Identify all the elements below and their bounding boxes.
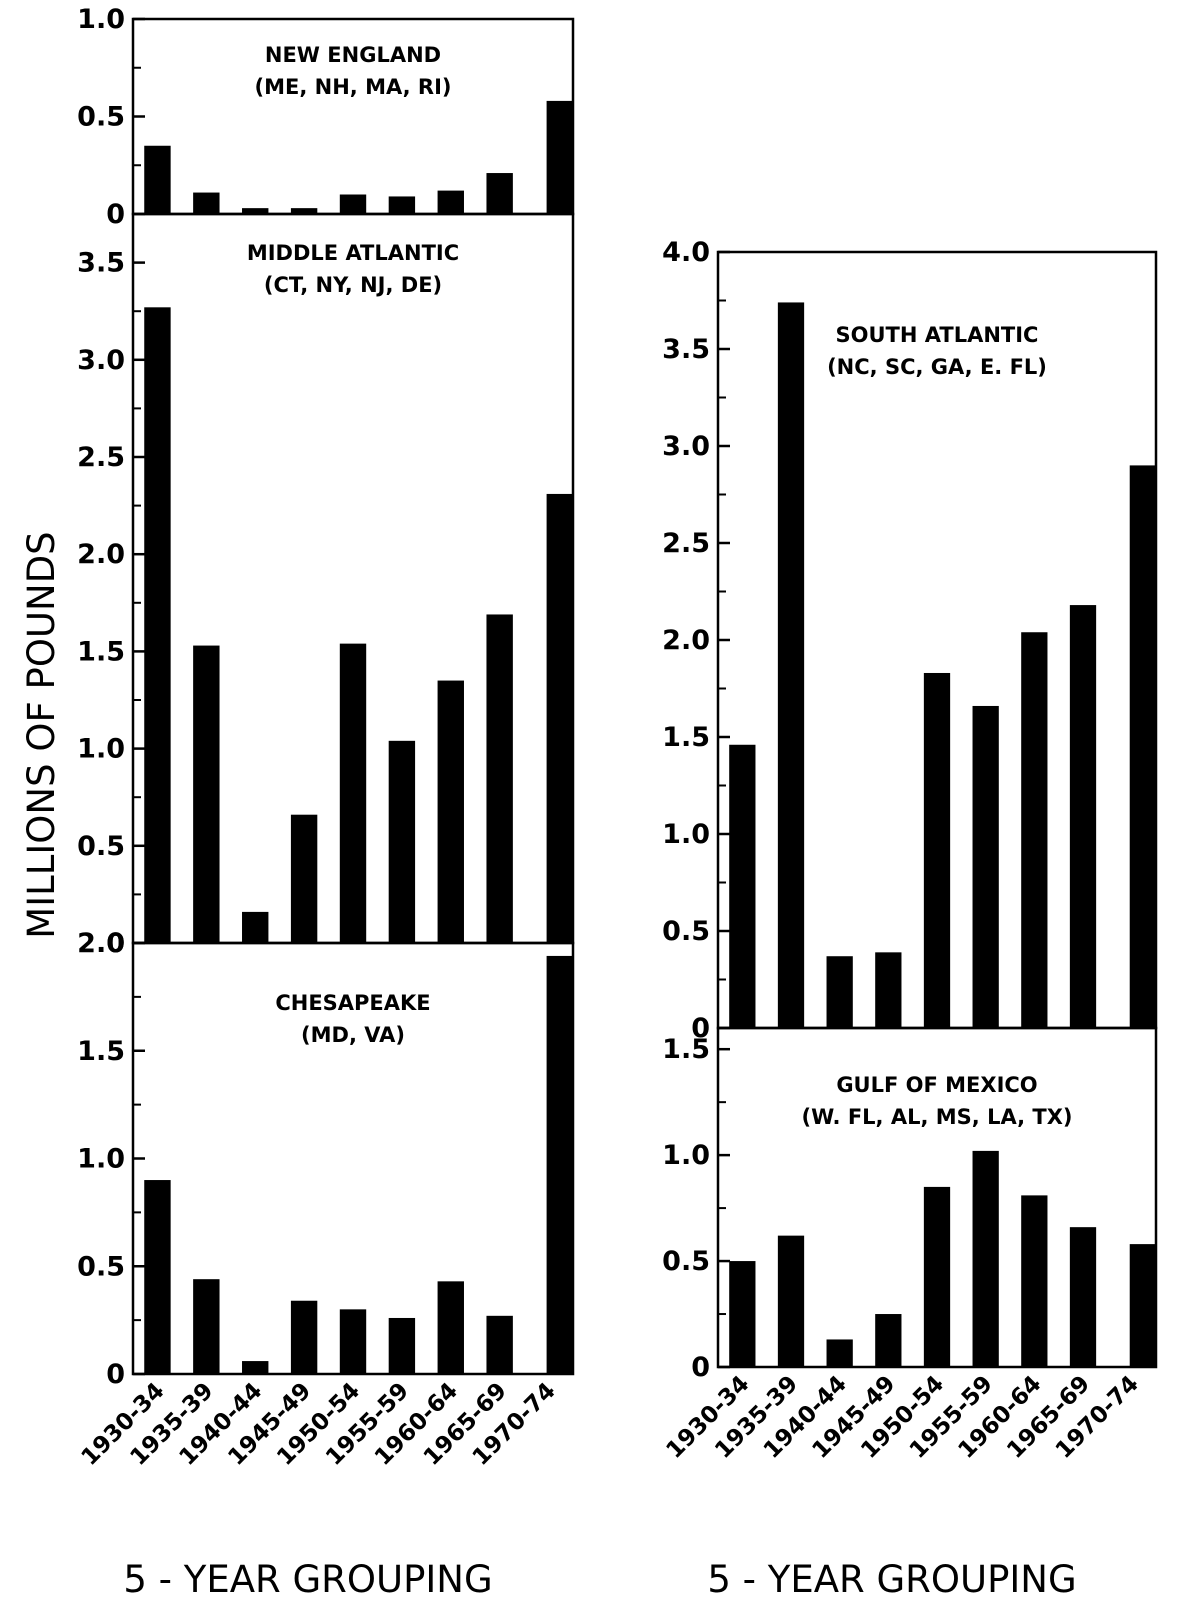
panel-subtitle: (NC, SC, GA, E. FL) bbox=[827, 355, 1047, 379]
y-tick-label: 1.5 bbox=[662, 722, 710, 753]
bar-1930-34 bbox=[144, 307, 171, 943]
bar-1930-34 bbox=[729, 1261, 756, 1367]
panel-middle-atlantic: 0 0.5 1.0 1.5 2.0 2.5 3.0 3.5 MIDDLE ATLANTIC (CT… bbox=[77, 212, 575, 959]
y-tick-label: 1.5 bbox=[77, 1036, 125, 1067]
panel-gulf-of-mexico: 0 0.5 1.0 1.5 GULF OF MEXICO (W. FL, AL, MS, … bbox=[662, 1026, 1158, 1383]
y-tick-label: 3.5 bbox=[77, 248, 125, 279]
bar-1960-64 bbox=[1021, 632, 1048, 1028]
panel-subtitle: (MD, VA) bbox=[301, 1023, 405, 1047]
bar-1950-54 bbox=[339, 1309, 367, 1374]
y-tick-label: 1.0 bbox=[77, 734, 125, 765]
bar-1935-39 bbox=[777, 302, 805, 1028]
bar-1940-44 bbox=[242, 208, 269, 214]
bar-1960-64 bbox=[1021, 1195, 1048, 1367]
bar-1965-69 bbox=[1069, 605, 1097, 1028]
bar-1935-39 bbox=[193, 192, 220, 214]
y-tick-label: 3.0 bbox=[662, 431, 710, 462]
bar-1965-69 bbox=[486, 1315, 513, 1374]
panel-subtitle: (ME, NH, MA, RI) bbox=[255, 75, 452, 99]
category-axes: 1930-341935-391940-441945-491950-541955-… bbox=[77, 1371, 1144, 1601]
y-tick-label: 1.0 bbox=[662, 1140, 710, 1171]
bar-1970-74 bbox=[1129, 1244, 1156, 1367]
bar-1945-49 bbox=[290, 208, 318, 214]
x-axis-2: 1930-341935-391940-441945-491950-541955-… bbox=[77, 1378, 561, 1601]
bar-1940-44 bbox=[242, 911, 269, 943]
y-tick-label: 1.0 bbox=[77, 4, 125, 35]
bar-1940-44 bbox=[242, 1361, 269, 1374]
y-tick-label: 2.0 bbox=[77, 539, 125, 570]
bar-1960-64 bbox=[437, 1281, 464, 1374]
bar-1930-34 bbox=[144, 1180, 171, 1374]
panel-subtitle: (W. FL, AL, MS, LA, TX) bbox=[801, 1105, 1072, 1129]
bar-1950-54 bbox=[339, 643, 367, 943]
x-axis-label: 5 - YEAR GROUPING bbox=[707, 1558, 1076, 1601]
y-tick-label: 0.5 bbox=[77, 102, 125, 133]
bar-1930-34 bbox=[729, 744, 756, 1028]
bar-1955-59 bbox=[388, 740, 416, 943]
bar-1935-39 bbox=[777, 1235, 805, 1367]
bar-1950-54 bbox=[923, 1186, 951, 1367]
bar-1965-69 bbox=[1069, 1227, 1097, 1367]
y-tick-label: 0.5 bbox=[77, 1251, 125, 1282]
bar-1955-59 bbox=[972, 705, 999, 1028]
panel-title: CHESAPEAKE bbox=[275, 991, 430, 1015]
bar-1930-34 bbox=[144, 145, 171, 214]
bar-1945-49 bbox=[290, 814, 318, 943]
bar-1940-44 bbox=[826, 1339, 853, 1367]
y-tick-label: 0 bbox=[691, 1352, 710, 1383]
y-tick-label: 4.0 bbox=[662, 237, 710, 268]
x-axis-4: 1930-341935-391940-441945-491950-541955-… bbox=[662, 1371, 1144, 1601]
y-tick-label: 2.0 bbox=[77, 928, 125, 959]
bar-1935-39 bbox=[193, 1279, 220, 1374]
y-tick-label: 1.5 bbox=[77, 636, 125, 667]
bar-1965-69 bbox=[486, 614, 513, 943]
y-tick-label: 0 bbox=[691, 1013, 710, 1044]
bar-1945-49 bbox=[875, 952, 902, 1028]
y-tick-label: 0.5 bbox=[77, 831, 125, 862]
panel-subtitle: (CT, NY, NJ, DE) bbox=[264, 273, 442, 297]
panel-chesapeake: 0 0.5 1.0 1.5 2.0 CHESAPEAKE (MD, VA) bbox=[77, 928, 575, 1390]
bar-1970-74 bbox=[546, 955, 573, 1374]
bar-1955-59 bbox=[388, 196, 416, 214]
y-tick-label: 0.5 bbox=[662, 1246, 710, 1277]
y-tick-label: 2.5 bbox=[77, 442, 125, 473]
panel-title: GULF OF MEXICO bbox=[836, 1073, 1037, 1097]
y-tick-label: 1.0 bbox=[77, 1144, 125, 1175]
bar-1970-74 bbox=[546, 100, 573, 214]
y-tick-label: 2.0 bbox=[662, 625, 710, 656]
y-tick-label: 3.5 bbox=[662, 334, 710, 365]
y-axis-label: MILLIONS OF POUNDS bbox=[20, 531, 63, 938]
y-tick-label: 0.5 bbox=[662, 916, 710, 947]
bar-1960-64 bbox=[437, 680, 464, 943]
panel-new-england: 0 0.5 1.0 NEW ENGLAND (ME, NH, MA, RI) bbox=[77, 4, 575, 230]
panel-south-atlantic: 0 0.5 1.0 1.5 2.0 2.5 3.0 3.5 4.0 SOUTH ATLANTIC (… bbox=[662, 237, 1158, 1044]
x-axis-label: 5 - YEAR GROUPING bbox=[123, 1558, 492, 1601]
chart-panels: 0 0.5 1.0 NEW ENGLAND (ME, NH, MA, RI) 0 0.5 1.… bbox=[77, 4, 1158, 1390]
y-tick-label: 3.0 bbox=[77, 345, 125, 376]
bar-1950-54 bbox=[339, 194, 367, 214]
bar-1960-64 bbox=[437, 190, 464, 214]
y-tick-label: 2.5 bbox=[662, 528, 710, 559]
y-tick-label: 1.5 bbox=[662, 1034, 710, 1065]
bar-1950-54 bbox=[923, 672, 951, 1028]
y-tick-label: 0 bbox=[106, 199, 125, 230]
bar-1970-74 bbox=[546, 493, 573, 943]
bar-1970-74 bbox=[1129, 465, 1156, 1028]
bar-1935-39 bbox=[193, 645, 220, 943]
bar-1945-49 bbox=[290, 1300, 318, 1374]
bar-1940-44 bbox=[826, 956, 853, 1028]
bar-1955-59 bbox=[972, 1150, 999, 1367]
bar-1965-69 bbox=[486, 173, 513, 214]
bar-1955-59 bbox=[388, 1317, 416, 1374]
y-tick-label: 1.0 bbox=[662, 819, 710, 850]
bar-1945-49 bbox=[875, 1314, 902, 1367]
y-tick-label: 0 bbox=[106, 1359, 125, 1390]
panel-title: NEW ENGLAND bbox=[265, 43, 441, 67]
y-tick-label: 0 bbox=[106, 928, 125, 959]
panel-title: SOUTH ATLANTIC bbox=[836, 323, 1039, 347]
panel-title: MIDDLE ATLANTIC bbox=[247, 241, 459, 265]
